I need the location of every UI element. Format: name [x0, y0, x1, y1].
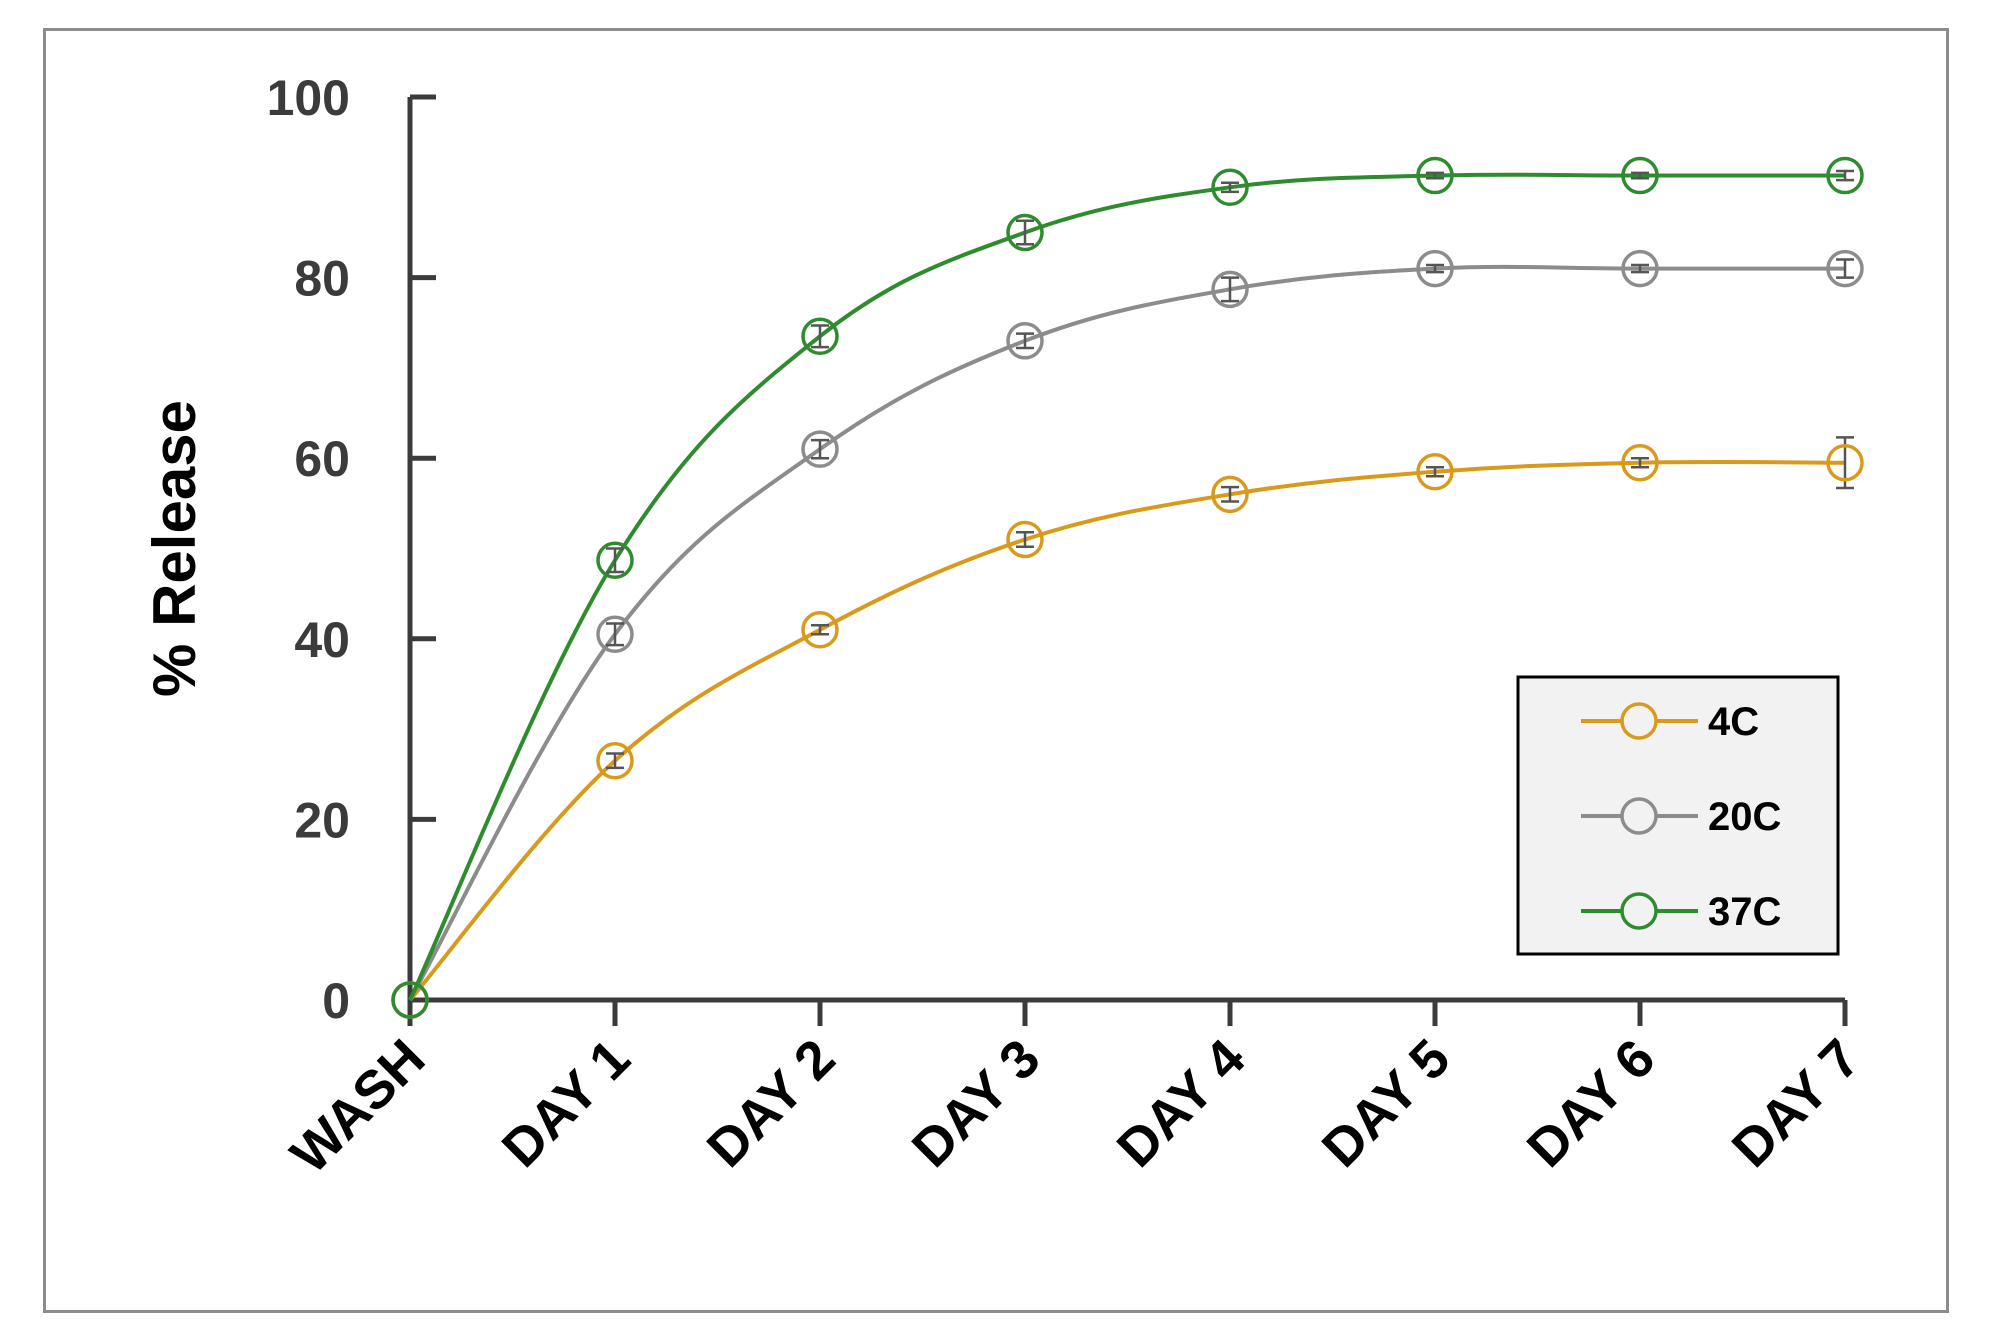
legend-swatch-marker [1620, 797, 1658, 835]
legend-label: 37C [1708, 890, 1781, 934]
data-point [596, 615, 634, 654]
data-point [801, 430, 839, 468]
x-category-label: DAY 7 [1721, 1028, 1872, 1179]
y-tick-label: 80 [294, 251, 350, 307]
data-point [1826, 249, 1864, 288]
series-4C [391, 436, 1864, 1019]
y-tick-label: 60 [294, 431, 350, 487]
data-point [1211, 270, 1249, 309]
data-point [1826, 443, 1864, 482]
x-category-label: DAY 2 [696, 1028, 847, 1179]
series-37C [391, 156, 1864, 1019]
data-point [596, 741, 634, 780]
data-point [1416, 156, 1454, 195]
y-tick-label: 100 [267, 70, 350, 126]
data-point [1826, 156, 1864, 195]
data-point [1006, 322, 1044, 360]
y-tick-label: 0 [322, 973, 350, 1029]
legend: 4C 20C 37C [1516, 675, 1840, 956]
data-point [801, 611, 839, 649]
series-20C [391, 249, 1864, 1019]
axes [407, 94, 1848, 1026]
y-tick-label: 40 [294, 612, 350, 668]
data-point [1621, 443, 1659, 482]
data-point [1211, 168, 1249, 207]
x-category-label: DAY 1 [491, 1028, 642, 1179]
y-axis-title: % Release [141, 400, 208, 697]
legend-label: 4C [1708, 700, 1759, 744]
x-category-label: DAY 4 [1106, 1028, 1257, 1179]
x-category-label: DAY 3 [901, 1028, 1052, 1179]
x-category-label: DAY 6 [1516, 1028, 1667, 1179]
legend-label: 20C [1708, 795, 1781, 839]
data-point [1621, 249, 1659, 288]
series-line [408, 172, 1845, 1001]
series-layer [391, 156, 1864, 1019]
data-point [1416, 249, 1454, 288]
y-tick-label: 20 [294, 792, 350, 848]
x-category-label: DAY 5 [1311, 1028, 1462, 1179]
data-point [391, 981, 429, 1019]
data-point [1006, 520, 1044, 559]
data-point [1211, 475, 1249, 514]
data-point [1006, 213, 1044, 252]
data-point [596, 541, 634, 579]
legend-swatch-marker [1620, 702, 1658, 740]
data-point [1621, 156, 1659, 195]
x-category-label: WASH [280, 1028, 437, 1185]
data-point [801, 317, 839, 356]
data-point [1416, 452, 1454, 491]
legend-swatch-marker [1620, 892, 1658, 930]
